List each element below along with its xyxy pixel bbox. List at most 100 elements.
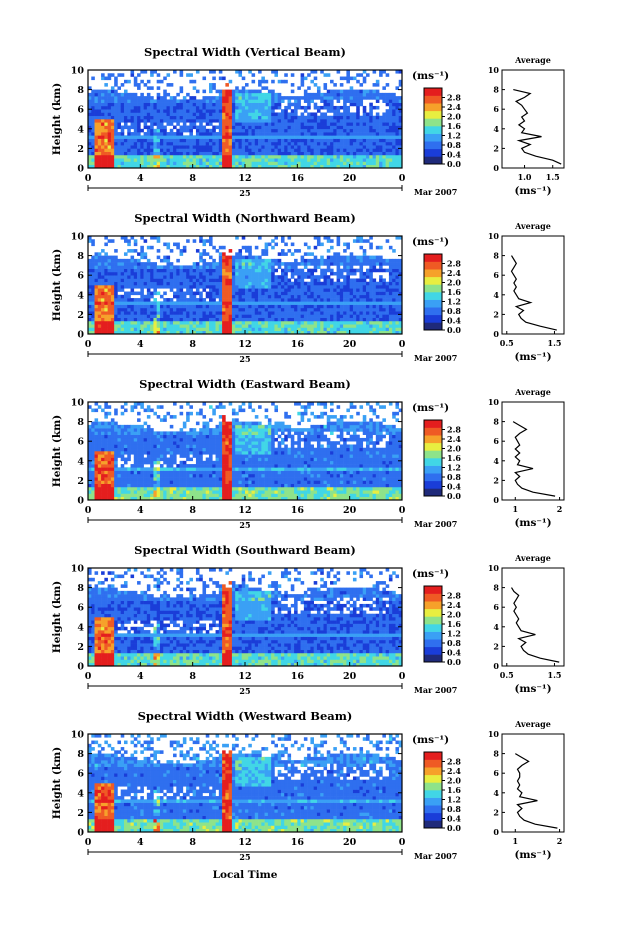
heatmap-cell xyxy=(277,119,282,123)
heatmap-cell xyxy=(140,265,144,269)
heatmap-cell xyxy=(212,320,216,325)
heatmap-cell xyxy=(192,141,197,146)
heatmap-cell xyxy=(343,268,347,273)
heatmap-cell xyxy=(114,457,118,462)
heatmap-cell xyxy=(218,119,223,123)
heatmap-cell xyxy=(173,327,177,332)
heatmap-cell xyxy=(359,262,364,266)
heatmap-cell xyxy=(91,483,95,488)
heatmap-cell xyxy=(258,122,262,126)
heatmap-cell xyxy=(379,132,383,136)
heatmap-cell xyxy=(385,128,390,133)
heatmap-cell xyxy=(186,285,190,289)
heatmap-cell xyxy=(231,268,236,273)
x-tick-label: 4 xyxy=(137,173,144,184)
heatmap-cell xyxy=(104,92,108,97)
heatmap-cell xyxy=(205,330,210,335)
heatmap-cell xyxy=(205,96,210,100)
heatmap-cell xyxy=(245,275,249,279)
heatmap-cell xyxy=(277,105,282,110)
heatmap-cell xyxy=(261,307,265,312)
heatmap-cell xyxy=(228,96,233,100)
heatmap-cell xyxy=(179,119,184,123)
heatmap-cell xyxy=(222,119,226,123)
heatmap-cell xyxy=(320,255,324,260)
heatmap-cell xyxy=(143,278,148,283)
heatmap-cell xyxy=(310,135,314,139)
heatmap-cell xyxy=(241,320,246,325)
heatmap-cell xyxy=(114,477,118,481)
heatmap-cell xyxy=(202,161,207,166)
heatmap-cell xyxy=(173,70,177,74)
heatmap-cell xyxy=(218,271,223,276)
heatmap-cell xyxy=(163,99,167,103)
heatmap-cell xyxy=(110,258,115,263)
heatmap-cell xyxy=(297,307,301,312)
heatmap-cell xyxy=(398,83,403,87)
heatmap-cell xyxy=(323,291,328,296)
heatmap-cell xyxy=(267,112,272,117)
heatmap-cell xyxy=(385,73,390,77)
heatmap-cell xyxy=(352,119,357,123)
heatmap-cell xyxy=(313,285,318,289)
heatmap-cell xyxy=(186,288,190,292)
heatmap-cell xyxy=(388,105,393,110)
heatmap-cell xyxy=(349,258,354,263)
heatmap-cell xyxy=(284,314,288,318)
heatmap-cell xyxy=(150,327,154,332)
heatmap-cell xyxy=(336,311,341,315)
heatmap-cell xyxy=(166,122,171,126)
heatmap-cell xyxy=(241,285,246,289)
heatmap-cell xyxy=(254,294,259,299)
heatmap-cell xyxy=(94,285,99,289)
heatmap-cell xyxy=(215,268,220,273)
heatmap-cell xyxy=(362,314,367,318)
heatmap-cell xyxy=(88,486,92,491)
heatmap-cell xyxy=(300,268,305,273)
heatmap-cell xyxy=(192,151,197,156)
heatmap-cell xyxy=(225,164,229,169)
heatmap-cell xyxy=(88,327,92,332)
heatmap-cell xyxy=(137,258,141,263)
heatmap-cell xyxy=(137,324,141,328)
heatmap-cell xyxy=(205,164,210,169)
heatmap-cell xyxy=(395,151,400,156)
heatmap-cell xyxy=(212,138,216,143)
heatmap-cell xyxy=(359,138,364,143)
heatmap-cell xyxy=(192,239,197,243)
colorbar: 2.82.42.01.61.20.80.40.0 xyxy=(423,253,461,335)
heatmap-cell xyxy=(222,288,226,292)
heatmap-cell xyxy=(395,141,400,146)
heatmap-cell xyxy=(202,278,207,283)
heatmap-cell xyxy=(307,135,311,139)
heatmap-cell xyxy=(143,135,148,139)
heatmap-cell xyxy=(267,164,272,169)
heatmap-cell xyxy=(287,294,292,299)
heatmap-cell xyxy=(316,242,321,247)
heatmap-cell xyxy=(359,288,364,292)
heatmap-cell xyxy=(195,115,200,120)
heatmap-cell xyxy=(284,278,288,283)
heatmap-cell xyxy=(251,317,256,322)
heatmap-cell xyxy=(123,314,128,318)
heatmap-cell xyxy=(91,330,95,335)
heatmap-cell xyxy=(222,102,226,107)
heatmap-cell xyxy=(133,307,138,312)
heatmap-cell xyxy=(94,314,99,318)
heatmap-cell xyxy=(117,164,122,169)
heatmap-cell xyxy=(349,252,354,256)
heatmap-cell xyxy=(202,324,207,328)
heatmap-cell xyxy=(235,265,239,269)
heatmap-cell xyxy=(107,490,112,494)
heatmap-cell xyxy=(120,278,125,283)
heatmap-cell xyxy=(209,135,213,139)
heatmap-cell xyxy=(303,115,308,120)
heatmap-cell xyxy=(359,239,364,243)
heatmap-cell xyxy=(110,288,115,292)
heatmap-cell xyxy=(379,128,383,133)
heatmap-cell xyxy=(339,125,344,130)
heatmap-cell xyxy=(287,132,292,136)
heatmap-cell xyxy=(199,151,203,156)
heatmap-cell xyxy=(205,262,210,266)
heatmap-cell xyxy=(339,268,344,273)
